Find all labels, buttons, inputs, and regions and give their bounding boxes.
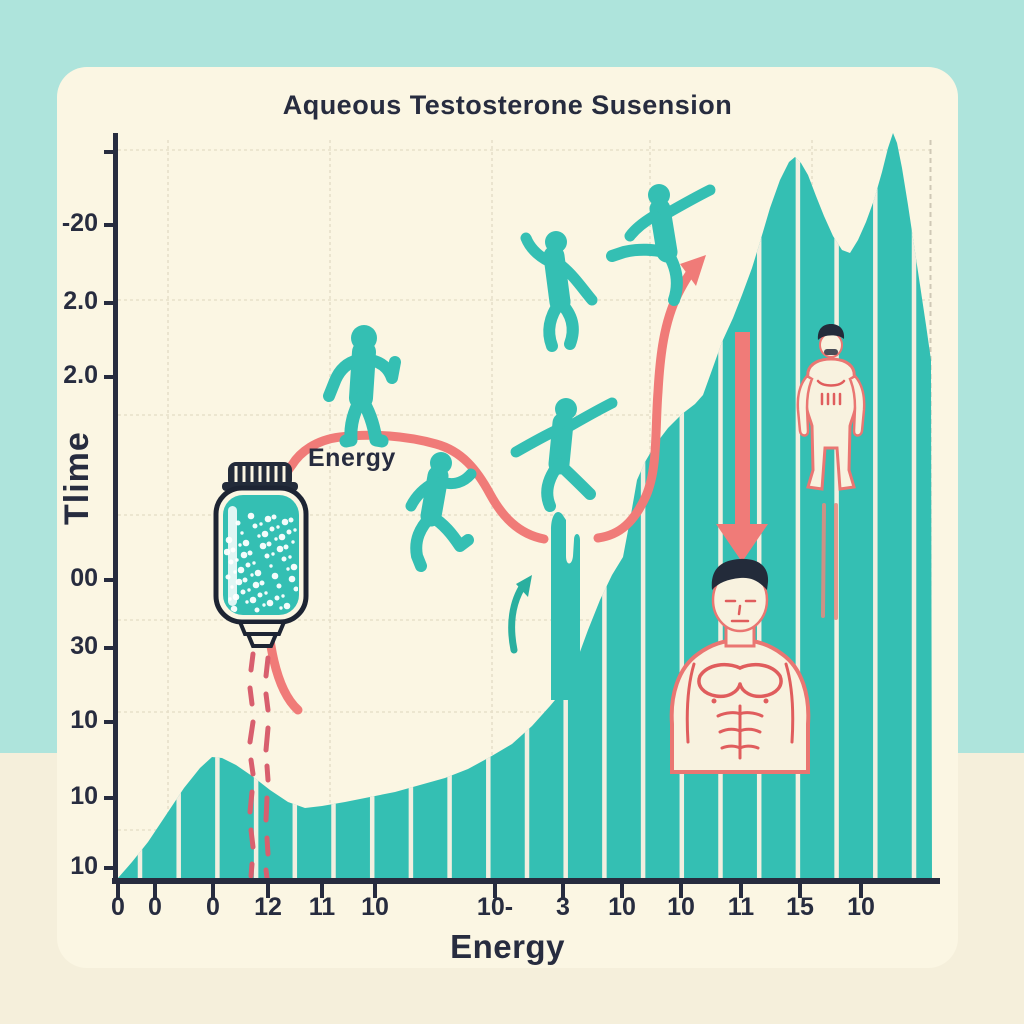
suspension-vial-icon <box>213 462 309 881</box>
y-tick-label: 10 <box>70 852 98 880</box>
muscular-man-hair <box>711 558 769 590</box>
up-arrow-icon <box>680 255 706 286</box>
standing-man-streaks <box>821 503 838 620</box>
vial-highlight <box>228 506 237 606</box>
x-tick-label: 11 <box>308 893 336 921</box>
standing-man-figure <box>796 324 866 620</box>
zigzag-spike <box>551 511 580 700</box>
small-up-arrow-head <box>516 575 532 597</box>
x-tick-label: 12 <box>254 893 282 921</box>
y-tick-label: -20 <box>61 209 98 237</box>
x-tick-label: 10 <box>847 893 875 921</box>
x-tick-label: 11 <box>727 893 755 921</box>
y-tick-label: 2.0 <box>63 287 98 315</box>
y-tick-label: 30 <box>70 632 98 660</box>
flexing-figure-icon <box>323 325 401 448</box>
axes <box>104 133 940 898</box>
x-tick-label: 10 <box>667 893 695 921</box>
x-tick-label: 10- <box>476 893 514 921</box>
x-tick-label: 3 <box>556 893 570 921</box>
vial-neck <box>237 620 287 636</box>
small-up-arrow-icon <box>508 580 528 654</box>
x-tick-label: 10 <box>608 893 636 921</box>
curve-label: Energy <box>308 444 396 472</box>
x-axis-title: Energy <box>450 928 565 965</box>
chart-title: Aqueous Testosterone Susension <box>282 90 733 120</box>
x-tick-label: 0 <box>111 893 125 921</box>
muscular-man-figure <box>669 558 811 774</box>
y-axis-title: Tlime <box>58 431 96 525</box>
x-tick-label: 15 <box>786 893 814 921</box>
running-figure-icon <box>405 452 477 572</box>
x-tick-label: 10 <box>361 893 389 921</box>
y-tick-label: 2.0 <box>63 361 98 389</box>
jumping-figure-icon <box>520 231 598 352</box>
drip-dashes <box>247 651 271 881</box>
down-arrow-icon <box>716 332 768 562</box>
kicking-figure-icon <box>606 184 716 306</box>
y-tick-label: 10 <box>70 782 98 810</box>
standing-man-hair <box>817 324 845 340</box>
x-tick-label: 0 <box>206 893 220 921</box>
x-tick-label: 0 <box>148 893 162 921</box>
y-tick-label: 10 <box>70 706 98 734</box>
y-tick-label: 00 <box>70 564 98 592</box>
spread-jump-figure-icon <box>510 397 618 512</box>
